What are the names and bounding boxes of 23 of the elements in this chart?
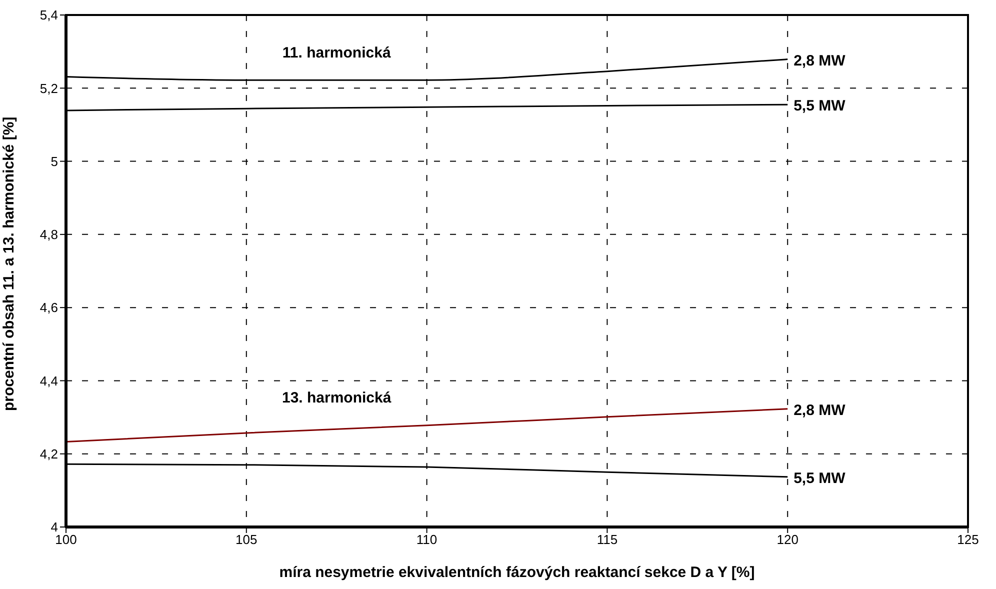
y-tick-label: 4,8 bbox=[40, 227, 58, 242]
x-tick-label: 110 bbox=[416, 532, 438, 548]
x-axis-title: míra nesymetrie ekvivalentních fázových reaktancí sekce D a Y [%] bbox=[279, 564, 755, 581]
series-label: 2,8 MW bbox=[794, 52, 846, 70]
y-tick-label: 4,2 bbox=[40, 446, 58, 462]
y-tick-label: 5 bbox=[50, 154, 58, 169]
series-label: 2,8 MW bbox=[794, 402, 846, 419]
y-tick-label: 4,4 bbox=[40, 373, 58, 388]
x-tick-label: 105 bbox=[236, 532, 258, 548]
x-tick-label: 120 bbox=[776, 532, 798, 548]
annotation: 11. harmonická bbox=[282, 44, 392, 62]
y-tick-label: 5,4 bbox=[40, 8, 58, 23]
annotation: 13. harmonická bbox=[282, 390, 392, 407]
y-tick-label: 4 bbox=[50, 520, 58, 535]
x-tick-label: 125 bbox=[957, 532, 979, 548]
series-label: 5,5 MW bbox=[794, 470, 846, 487]
x-tick-label: 115 bbox=[596, 532, 618, 548]
y-tick-label: 4,6 bbox=[40, 300, 58, 316]
line-series bbox=[66, 408, 788, 443]
y-tick-label: 5,2 bbox=[40, 80, 58, 96]
series-label: 5,5 MW bbox=[794, 98, 846, 115]
y-axis-title: procentní obsah 11. a 13. harmonické [%] bbox=[0, 116, 18, 411]
x-tick-label: 100 bbox=[55, 532, 77, 548]
